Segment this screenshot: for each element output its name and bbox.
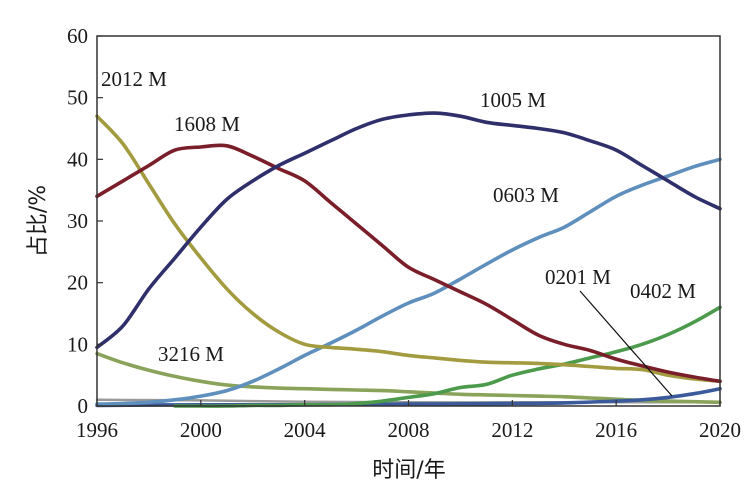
series-label-0201m: 0201 M: [545, 265, 611, 289]
x-tick-label: 2020: [699, 418, 741, 442]
x-tick-label: 1996: [76, 418, 118, 442]
tick-layer: 1996 2000 2004 2008 2012 2016 2020 0 10 20 30 40 50 6…: [67, 24, 741, 442]
series-line-0603m: [95, 157, 722, 406]
series-line-1608m: [95, 143, 722, 384]
x-axis-title: 时间/年: [372, 458, 445, 483]
series-line-1005m: [95, 111, 722, 350]
series-label-3216m: 3216 M: [158, 342, 224, 366]
y-tick-label: 0: [78, 394, 89, 418]
y-tick-label: 20: [67, 271, 88, 295]
series-label-1608m: 1608 M: [174, 112, 240, 136]
y-tick-label: 30: [67, 209, 88, 233]
y-tick-label: 60: [67, 24, 88, 48]
series-line-3216m: [95, 351, 722, 405]
x-tick-label: 2016: [595, 418, 637, 442]
y-tick-label: 10: [67, 332, 88, 356]
x-tick-label: 2008: [388, 418, 430, 442]
y-tick-label: 40: [67, 147, 88, 171]
y-tick-label: 50: [67, 86, 88, 110]
label-leader-line-0201m: [579, 290, 673, 397]
series-label-1005m: 1005 M: [480, 88, 546, 112]
x-tick-label: 2000: [180, 418, 222, 442]
series-label-2012m: 2012 M: [101, 67, 167, 91]
series-line-2012m: [95, 114, 722, 384]
series-label-0402m: 0402 M: [630, 279, 696, 303]
y-axis-title: 占比/%: [26, 185, 51, 257]
x-tick-label: 2012: [491, 418, 533, 442]
x-tick-label: 2004: [284, 418, 327, 442]
series-label-0603m: 0603 M: [493, 183, 559, 207]
